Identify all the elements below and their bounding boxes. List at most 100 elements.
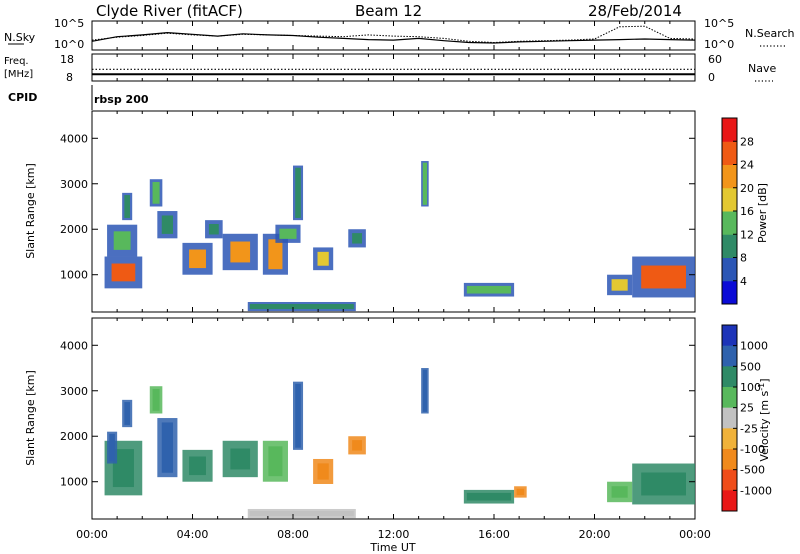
- colorbar-tick-label: -500: [740, 464, 765, 477]
- scatter-blob-core: [466, 492, 512, 501]
- colorbar-frame: [721, 324, 738, 512]
- time-axis-label: Time UT: [369, 541, 415, 554]
- scatter-blob-core: [466, 285, 512, 294]
- nave-tick-bottom: 0: [708, 71, 715, 84]
- scatter-blob-core: [208, 224, 219, 235]
- y-tick-label: 4000: [60, 132, 88, 145]
- colorbar-segment: [722, 187, 737, 212]
- colorbar-segment: [722, 257, 737, 282]
- scatter-blob-core: [111, 263, 136, 282]
- colorbar-segment: [722, 428, 737, 450]
- velocity-colorbar-label-main: Velocity [m s: [758, 390, 771, 461]
- time-tick-label: 00:00: [679, 528, 711, 541]
- cpid-text: rbsp 200: [94, 93, 149, 106]
- y-tick-label: 1000: [60, 476, 88, 489]
- colorbar-segment: [722, 490, 737, 512]
- velocity-data-layer: [104, 368, 695, 519]
- colorbar-segment: [722, 366, 737, 388]
- y-tick-label: 3000: [60, 385, 88, 398]
- nave-tick-top: 60: [708, 53, 722, 66]
- nsky-tick-bottom: 10^0: [54, 38, 84, 51]
- colorbar-tick-label: 16: [740, 205, 754, 218]
- scatter-blob-core: [422, 162, 428, 205]
- time-tick-label: 20:00: [579, 528, 611, 541]
- nave-label: Nave: [748, 62, 776, 75]
- nsky-tick-top: 10^5: [54, 17, 84, 30]
- colorbar-segment: [722, 280, 737, 305]
- scatter-blob-core: [112, 449, 134, 488]
- velocity-colorbar: 1000 500 100 25 -25 -100 -500 -1000: [721, 324, 772, 512]
- figure-title: Clyde River (fitACF): [96, 2, 243, 20]
- scatter-blob-core: [189, 249, 206, 269]
- power-panel-frame: [91, 110, 696, 313]
- scatter-blob-core: [295, 167, 301, 218]
- colorbar-segment: [722, 164, 737, 189]
- colorbar-tick-label: -25: [740, 422, 758, 435]
- scatter-blob-core: [249, 510, 354, 517]
- scatter-blob-core: [352, 440, 362, 451]
- colorbar-tick-label: 25: [740, 402, 754, 415]
- colorbar-tick-label: 20: [740, 182, 754, 195]
- scatter-blob-core: [249, 303, 354, 310]
- scatter-blob-core: [124, 402, 130, 425]
- freq-tick-bottom: 8: [66, 71, 73, 84]
- scatter-blob-core: [317, 463, 329, 480]
- scatter-blob-core: [422, 369, 428, 412]
- colorbar-segment: [722, 118, 737, 142]
- nsky-label: N.Sky: [4, 31, 36, 44]
- scatter-blob-core: [152, 388, 160, 411]
- colorbar-segment: [722, 449, 737, 471]
- scatter-blob-core: [641, 472, 686, 496]
- scatter-blob-core: [161, 215, 174, 234]
- nsearch-tick-bottom: 10^0: [704, 38, 734, 51]
- time-tick-label: 04:00: [177, 528, 209, 541]
- scatter-blob-core: [189, 456, 206, 476]
- colorbar-tick-label: -100: [740, 443, 765, 456]
- nsearch-tick-top: 10^5: [704, 17, 734, 30]
- nsky-series-line: [91, 31, 696, 44]
- scatter-blob-core: [516, 488, 525, 496]
- scatter-blob-core: [611, 279, 628, 291]
- colorbar-segment: [722, 211, 737, 235]
- colorbar-tick-label: 12: [740, 228, 754, 241]
- colorbar-tick-label: 500: [740, 360, 761, 373]
- velocity-colorbar-label-sup: -1: [757, 383, 766, 391]
- freq-unit: [MHz]: [4, 69, 33, 80]
- time-axis-ticks: 00:00 04:00 08:00 12:00 16:00 20:00 00:00: [76, 21, 711, 541]
- cpid-label: CPID: [8, 91, 37, 104]
- colorbar-segment: [722, 469, 737, 491]
- scatter-blob-core: [268, 239, 283, 270]
- colorbar-segment: [722, 141, 737, 165]
- velocity-y-label: Slant Range [km]: [24, 370, 37, 466]
- scatter-blob-core: [611, 486, 628, 498]
- time-tick-label: 00:00: [76, 528, 108, 541]
- scatter-blob-core: [113, 231, 131, 250]
- nsky-nsearch-panel: N.Sky 10^5 10^0 10^5 10^0 N.Search: [4, 17, 795, 51]
- time-tick-label: 16:00: [478, 528, 510, 541]
- scatter-blob-core: [109, 433, 115, 462]
- scatter-blob-core: [279, 228, 297, 239]
- colorbar-tick-label: 100: [740, 381, 761, 394]
- power-y-label: Slant Range [km]: [24, 163, 37, 259]
- nsearch-label: N.Search: [745, 27, 795, 40]
- colorbar-segment: [722, 345, 737, 367]
- freq-nave-panel: Freq. [MHz] 18 8 60 0 Nave: [4, 53, 776, 84]
- scatter-blob-core: [230, 448, 251, 470]
- scatter-blob-core: [230, 241, 251, 263]
- scatter-blob-core: [295, 383, 301, 448]
- scatter-blob-core: [352, 233, 362, 244]
- velocity-colorbar-label-end: ]: [758, 378, 771, 382]
- scatter-blob-core: [268, 446, 283, 477]
- colorbar-segment: [722, 234, 737, 258]
- colorbar-tick-label: 8: [740, 252, 747, 265]
- colorbar-tick-label: 1000: [740, 340, 768, 353]
- time-tick-label: 12:00: [378, 528, 410, 541]
- time-tick-label: 08:00: [277, 528, 309, 541]
- colorbar-tick-label: 24: [740, 159, 754, 172]
- power-colorbar: 4 8 12 16 20 24 28: [721, 117, 754, 305]
- scatter-blob-core: [641, 265, 686, 289]
- beam-label: Beam 12: [355, 2, 422, 20]
- colorbar-tick-label: 28: [740, 135, 754, 148]
- freq-label: Freq.: [4, 56, 29, 67]
